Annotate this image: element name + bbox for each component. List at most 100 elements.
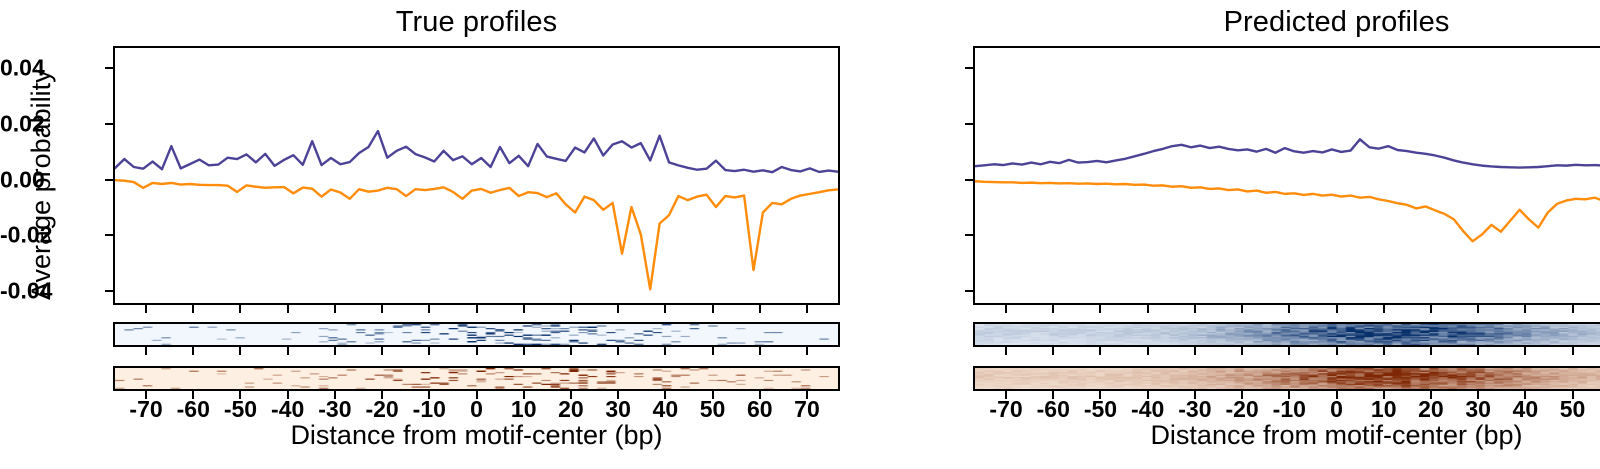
x-tick-mark: [1335, 391, 1338, 399]
x-tick-mark: [1052, 305, 1055, 313]
x-tick-mark: [1005, 391, 1008, 399]
panel-title-true: True profiles: [395, 6, 558, 38]
x-tick-mark: [1146, 305, 1149, 313]
x-tick-mark: [1382, 347, 1385, 355]
x-tick-mark: [1382, 305, 1385, 313]
x-tick-mark: [1524, 347, 1527, 355]
y-tick-mark: [965, 290, 973, 293]
x-tick-label: 30: [1465, 396, 1491, 422]
x-tick-mark: [1429, 347, 1432, 355]
x-tick-label: 0: [470, 396, 483, 422]
x-tick-mark: [145, 305, 148, 313]
x-tick-mark: [1288, 391, 1291, 399]
x-tick-mark: [1099, 305, 1102, 313]
x-axis-label-true: Distance from motif-center (bp): [290, 420, 663, 450]
x-tick-mark: [617, 391, 620, 399]
x-tick-mark: [758, 391, 761, 399]
x-tick-mark: [758, 347, 761, 355]
x-tick-mark: [428, 305, 431, 313]
x-tick-mark: [333, 347, 336, 355]
x-tick-mark: [333, 391, 336, 399]
x-tick-mark: [1571, 305, 1574, 313]
x-tick-mark: [1477, 391, 1480, 399]
x-tick-mark: [1241, 305, 1244, 313]
x-tick-mark: [381, 391, 384, 399]
x-tick-mark: [381, 305, 384, 313]
heatmap-true-negative: [113, 366, 840, 391]
x-tick-mark: [1477, 347, 1480, 355]
x-tick-label: 0: [1330, 396, 1343, 422]
heatmap-predicted-negative: [973, 366, 1600, 391]
x-tick-mark: [1335, 305, 1338, 313]
line-plot-true: [113, 46, 840, 305]
x-tick-mark: [428, 391, 431, 399]
x-tick-mark: [1571, 347, 1574, 355]
x-tick-label: 40: [1512, 396, 1539, 422]
x-tick-mark: [1382, 391, 1385, 399]
x-tick-mark: [1288, 305, 1291, 313]
x-tick-mark: [1429, 391, 1432, 399]
x-tick-mark: [1146, 391, 1149, 399]
x-tick-label: 50: [699, 396, 726, 422]
x-tick-mark: [711, 305, 714, 313]
x-tick-mark: [1429, 305, 1432, 313]
heatmap-true-positive: [113, 322, 840, 347]
x-tick-label: -30: [318, 396, 352, 422]
x-tick-mark: [381, 347, 384, 355]
x-tick-mark: [475, 305, 478, 313]
x-tick-label: -70: [129, 396, 163, 422]
x-tick-mark: [569, 347, 572, 355]
series-positive: [115, 131, 838, 172]
x-tick-mark: [239, 391, 242, 399]
y-tick-mark: [105, 178, 113, 181]
x-tick-mark: [1005, 305, 1008, 313]
y-tick-mark: [105, 290, 113, 293]
x-tick-mark: [239, 347, 242, 355]
x-tick-label: -60: [176, 396, 210, 422]
x-tick-mark: [192, 305, 195, 313]
x-tick-mark: [711, 391, 714, 399]
panel-title-predicted: Predicted profiles: [1223, 6, 1450, 38]
x-tick-label: 20: [558, 396, 584, 422]
y-tick-mark: [965, 178, 973, 181]
x-tick-label: -70: [989, 396, 1023, 422]
y-tick-mark: [965, 234, 973, 237]
x-tick-mark: [1193, 347, 1196, 355]
x-tick-label: -20: [365, 396, 399, 422]
y-tick-mark: [965, 122, 973, 125]
x-tick-label: 20: [1418, 396, 1444, 422]
x-tick-mark: [286, 347, 289, 355]
x-tick-mark: [1524, 391, 1527, 399]
x-tick-label: -40: [271, 396, 305, 422]
x-tick-label: 40: [652, 396, 679, 422]
x-tick-mark: [1335, 347, 1338, 355]
x-tick-mark: [145, 391, 148, 399]
x-tick-label: 50: [1559, 396, 1586, 422]
y-tick-mark: [105, 122, 113, 125]
x-tick-mark: [475, 347, 478, 355]
x-tick-mark: [1193, 305, 1196, 313]
x-tick-mark: [1524, 305, 1527, 313]
x-tick-mark: [1052, 347, 1055, 355]
panel-true-profiles: True profiles Average probability 0.04 0.…: [0, 6, 840, 450]
x-tick-label: 10: [1370, 396, 1397, 422]
x-tick-mark: [805, 391, 808, 399]
y-tick-mark: [965, 67, 973, 70]
x-tick-mark: [664, 305, 667, 313]
x-tick-mark: [569, 305, 572, 313]
x-tick-label: 60: [746, 396, 773, 422]
x-tick-mark: [1571, 391, 1574, 399]
x-tick-mark: [805, 347, 808, 355]
x-tick-mark: [286, 305, 289, 313]
y-tick-mark: [105, 234, 113, 237]
x-tick-mark: [1052, 391, 1055, 399]
x-tick-mark: [286, 391, 289, 399]
x-tick-mark: [428, 347, 431, 355]
x-tick-mark: [192, 347, 195, 355]
x-tick-mark: [333, 305, 336, 313]
x-tick-label: -10: [1272, 396, 1306, 422]
x-tick-mark: [569, 391, 572, 399]
x-tick-mark: [758, 305, 761, 313]
x-tick-label: -50: [223, 396, 258, 422]
